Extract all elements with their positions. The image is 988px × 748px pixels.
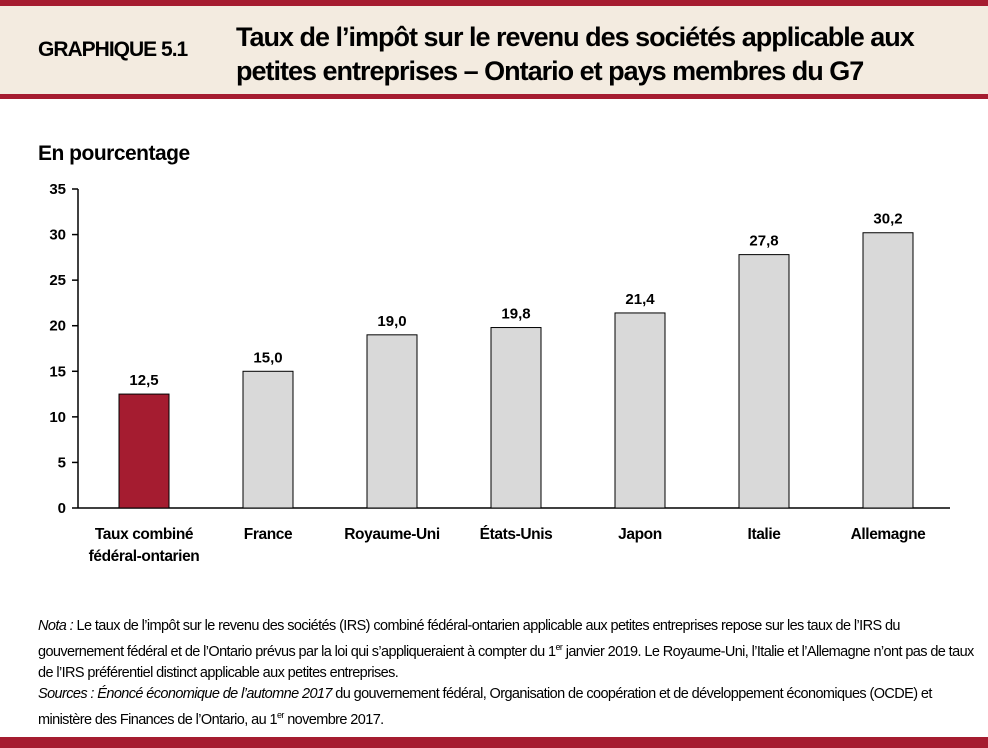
header-border: [0, 94, 988, 99]
bar: [490, 327, 542, 509]
bar: [242, 370, 294, 509]
data-label: 12,5: [129, 372, 158, 389]
data-label: 15,0: [253, 349, 282, 366]
bar: [862, 232, 914, 509]
bar: [366, 334, 418, 509]
x-tick-label: fédéral-ontarien: [89, 548, 200, 565]
bar: [614, 312, 666, 509]
data-label: 21,4: [625, 291, 655, 308]
y-tick-label: 10: [49, 409, 66, 426]
bar: [118, 393, 170, 509]
y-tick-label: 15: [49, 363, 66, 380]
y-tick-label: 20: [49, 318, 66, 335]
x-tick-label: États-Unis: [480, 526, 553, 543]
y-tick-label: 5: [58, 454, 66, 471]
x-tick-label: France: [244, 526, 293, 543]
x-tick-label: Royaume-Uni: [344, 526, 440, 543]
x-tick-label: Italie: [748, 526, 782, 543]
footer-border: [0, 737, 988, 748]
data-label: 19,8: [501, 306, 530, 323]
chart-number: GRAPHIQUE 5.1: [38, 38, 188, 61]
y-tick-label: 25: [49, 272, 66, 289]
bar-chart: 0 5 10 15 20 25 30 35 12,5 Taux combiné fédéral-on…: [49, 181, 950, 565]
y-tick-label: 30: [49, 227, 66, 244]
y-tick-label: 0: [58, 500, 66, 517]
sources: Sources : Énoncé économique de l’automne…: [38, 685, 932, 728]
nota: Nota : Le taux de l’impôt sur le revenu …: [38, 618, 974, 681]
header-band: [0, 6, 988, 94]
notes: Nota : Le taux de l’impôt sur le revenu …: [38, 616, 978, 731]
bar: [738, 254, 790, 509]
x-tick-label: Japon: [618, 526, 662, 543]
top-border: [0, 0, 988, 6]
y-tick-label: 35: [49, 181, 66, 198]
data-label: 27,8: [749, 233, 778, 250]
x-tick-label: Allemagne: [851, 526, 927, 543]
chart-title: Taux de l’impôt sur le revenu des sociét…: [236, 22, 915, 86]
x-tick-label: Taux combiné: [95, 526, 194, 543]
data-label: 30,2: [873, 211, 902, 228]
y-axis-label: En pourcentage: [38, 142, 190, 165]
data-label: 19,0: [377, 313, 406, 330]
